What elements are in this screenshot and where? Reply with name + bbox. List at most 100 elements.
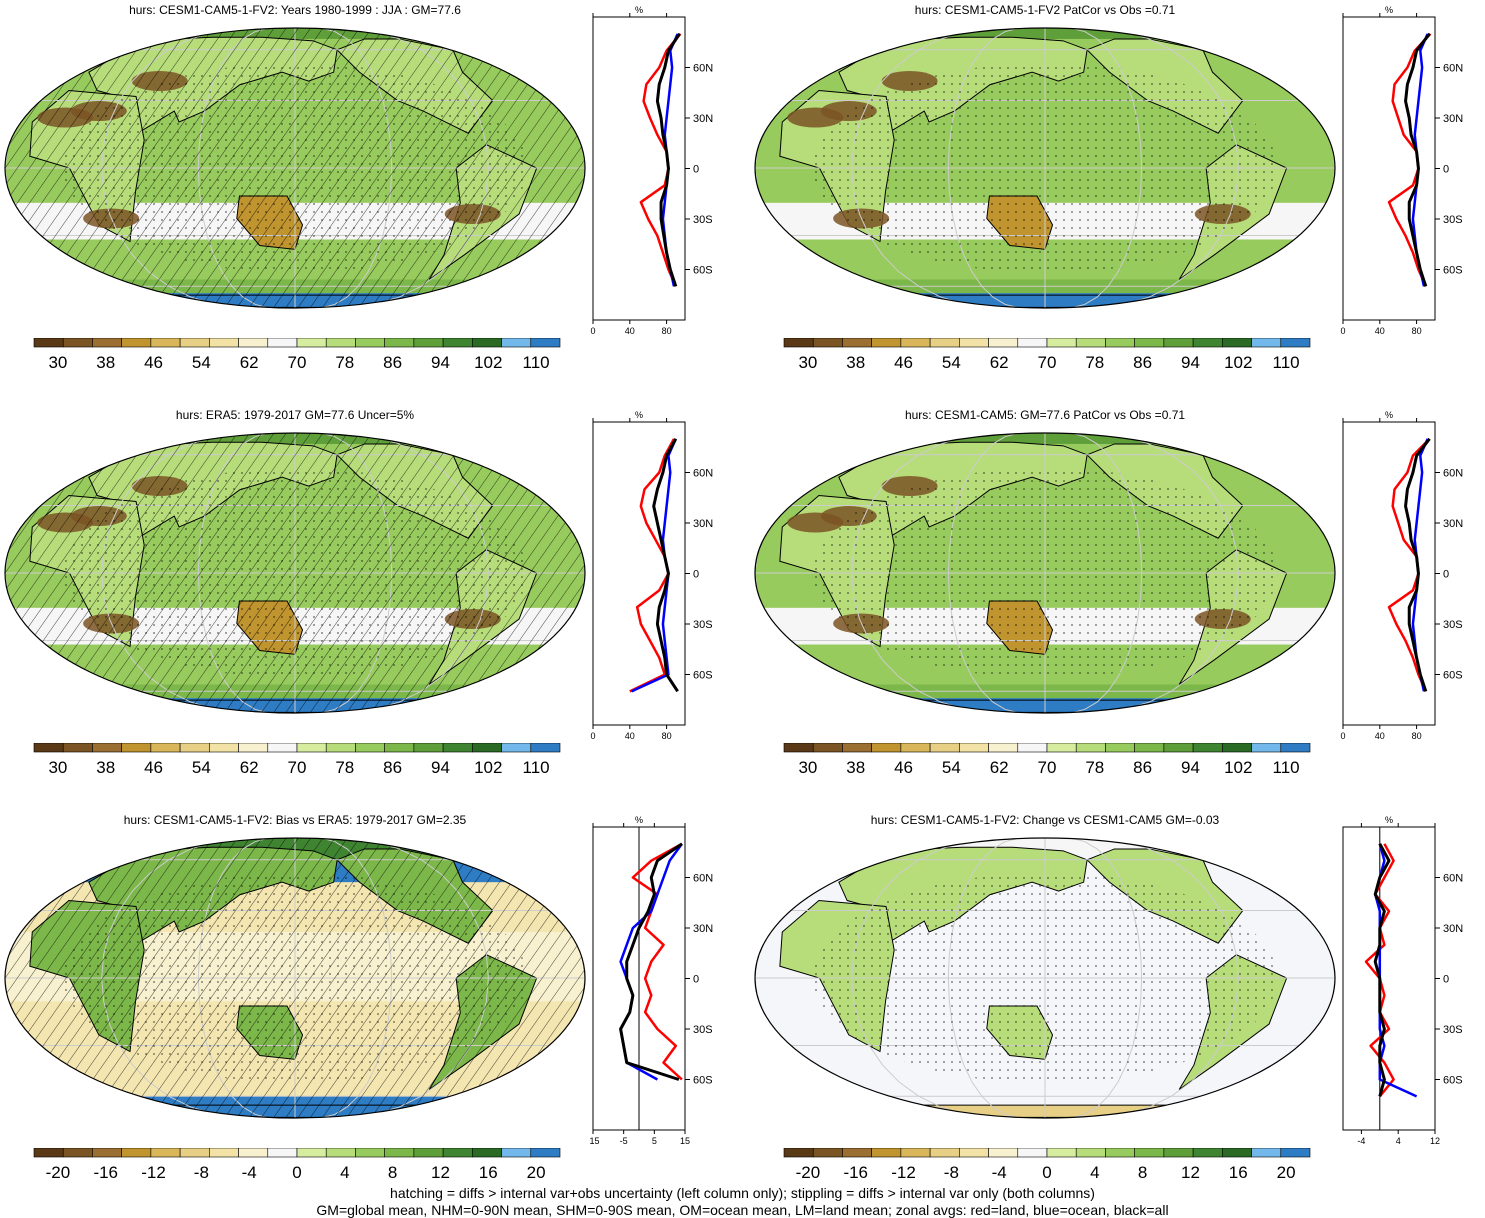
colorbar-label: 62 [240,758,259,777]
profile-xtick-label: 0 [590,326,595,336]
colorbar-swatch [501,1148,532,1158]
colorbar-swatch [1192,338,1223,348]
colorbar-label: 110 [1273,758,1300,777]
colorbar-label: 86 [1133,758,1152,777]
zonal-avg-land-line [1387,32,1432,287]
colorbar-swatch [501,338,532,348]
footer-note-legend: GM=global mean, NHM=0-90N mean, SHM=0-90… [316,1202,1169,1218]
colorbar-swatch [871,338,902,348]
colorbar-label: 78 [1085,758,1104,777]
profile-ytick-label: 30N [1443,113,1463,125]
profile-ytick-label: 30S [693,619,713,631]
colorbar-swatch [1017,338,1048,348]
colorbar-label: -16 [843,1163,868,1182]
colorbar-label: 8 [1138,1163,1147,1182]
profile-xtick-label: 12 [1430,1136,1440,1146]
zonal-avg-land-line [1387,437,1431,692]
profile-xtick-label: 40 [1375,731,1385,741]
colorbar-label: -20 [46,1163,71,1182]
zonal-avg-all-line [1404,437,1431,692]
colorbar-swatch [988,338,1019,348]
colorbar-label: 94 [1181,758,1200,777]
colorbar-label: 4 [340,1163,349,1182]
colorbar-swatch [33,743,64,753]
colorbar-swatch [1017,743,1048,753]
world-map [754,27,1336,309]
colorbar-swatch [1163,743,1194,753]
profile-xtick-label: 15 [680,1136,690,1146]
profile-ytick-label: 0 [1443,569,1449,581]
colorbar-label: 78 [335,758,354,777]
colorbar-swatch [1222,338,1252,348]
map-field [5,433,585,713]
profile-xtick-label: 80 [662,731,672,741]
profile-ytick-label: 30S [693,1024,713,1036]
colorbar-swatch [267,338,298,348]
colorbar-label: 30 [48,353,67,372]
profile-ytick-label: 30N [693,113,713,125]
colorbar-swatch [783,743,814,753]
profile-xtick-label: 0 [1340,731,1345,741]
colorbar-label: -4 [992,1163,1007,1182]
colorbar-swatch [92,743,122,753]
colorbar-label: -4 [242,1163,257,1182]
colorbar-label: 110 [523,758,550,777]
colorbar-swatch [92,1148,122,1158]
zonal-profile: % 60N 30N 0 30S 60S -4 4 12 [1342,815,1463,1146]
colorbar-swatch [1105,1148,1135,1158]
colorbar-label: 110 [523,353,550,372]
colorbar-label: 30 [798,758,817,777]
profile-ytick-label: 30N [693,923,713,935]
colorbar-label: 86 [383,758,402,777]
profile-ytick-label: 0 [693,569,699,581]
colorbar-label: 78 [335,353,354,372]
map-border [754,432,1336,714]
profile-ytick-label: 60N [1443,468,1463,480]
colorbar-label: 94 [1181,353,1200,372]
profile-ytick-label: 60S [693,670,713,682]
panel-6: hurs: CESM1-CAM5-1-FV2: Change vs CESM1-… [750,810,1485,1210]
zonal-profile: % 60N 30N 0 30S 60S 0 40 80 [1340,410,1463,741]
profile-xtick-label: 40 [1375,326,1385,336]
colorbar-swatch [121,1148,152,1158]
colorbar-swatch [1017,1148,1048,1158]
colorbar-swatch [384,743,415,753]
colorbar: -20 -16 -12 -8 -4 0 4 8 12 16 20 [783,1148,1311,1182]
colorbar-swatch [384,338,415,348]
colorbar-label: -12 [141,1163,166,1182]
map-border [4,837,586,1119]
profile-unit: % [635,410,643,420]
colorbar-swatch [929,338,960,348]
stippling-overlay [63,873,527,1083]
colorbar-label: 0 [292,1163,301,1182]
colorbar-swatch [413,1148,444,1158]
colorbar-label: -20 [796,1163,821,1182]
colorbar-swatch [33,1148,64,1158]
colorbar: 30 38 46 54 62 70 78 86 94 102 110 [33,743,561,777]
colorbar-swatch [1105,743,1135,753]
colorbar-swatch [62,1148,93,1158]
profile-ytick-label: 60S [693,265,713,277]
colorbar-label: 62 [990,758,1009,777]
colorbar-swatch [442,1148,473,1158]
colorbar-swatch [871,1148,902,1158]
colorbar-label: -12 [891,1163,916,1182]
zonal-profile: % 60N 30N 0 30S 60S 0 40 80 [590,5,713,336]
profile-xtick-label: 80 [1412,326,1422,336]
map-field [5,838,585,1118]
colorbar-label: 30 [48,758,67,777]
colorbar: 30 38 46 54 62 70 78 86 94 102 110 [783,338,1311,372]
colorbar-swatch [384,1148,415,1158]
colorbar-label: 102 [474,758,502,777]
colorbar-label: 54 [192,758,211,777]
colorbar-label: -16 [93,1163,118,1182]
colorbar-swatch [871,743,902,753]
colorbar-swatch [959,338,989,348]
colorbar-swatch [121,743,152,753]
colorbar-swatch [1046,338,1077,348]
colorbar-label: 70 [1038,758,1057,777]
colorbar-swatch [150,338,181,348]
colorbar-swatch [1046,1148,1077,1158]
colorbar-label: 54 [942,353,961,372]
colorbar-swatch [1075,338,1106,348]
